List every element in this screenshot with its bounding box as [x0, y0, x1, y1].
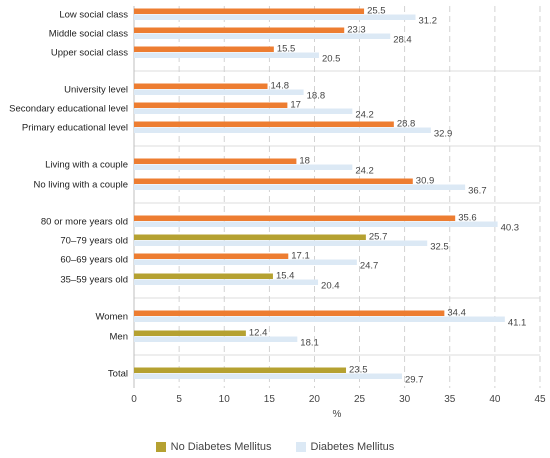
x-tick-label-35: 35 — [444, 394, 456, 405]
value-label-no-diabetes-5: 28.8 — [397, 119, 416, 130]
x-tick-label-45: 45 — [534, 394, 546, 405]
value-label-diabetes-1: 28.4 — [393, 35, 412, 46]
value-label-diabetes-8: 40.3 — [501, 223, 520, 234]
bar-diabetes-13 — [134, 336, 298, 342]
legend-label-diabetes: Diabetes Mellitus — [310, 441, 395, 453]
category-label-10: 60–69 years old — [60, 255, 128, 266]
value-label-no-diabetes-12: 34.4 — [447, 308, 466, 319]
value-label-diabetes-14: 29.7 — [405, 375, 424, 386]
value-label-no-diabetes-11: 15.4 — [276, 271, 295, 282]
value-label-diabetes-0: 31.2 — [418, 16, 437, 27]
value-label-no-diabetes-13: 12.4 — [249, 328, 268, 339]
x-tick-label-5: 5 — [176, 394, 182, 405]
category-label-11: 35–59 years old — [60, 275, 128, 286]
bar-no-diabetes-9 — [134, 234, 366, 240]
bar-no-diabetes-4 — [134, 102, 288, 108]
bar-no-diabetes-0 — [134, 8, 365, 14]
x-axis-title: % — [333, 409, 342, 420]
value-label-diabetes-3: 18.8 — [307, 91, 326, 102]
value-label-diabetes-4: 24.2 — [355, 110, 374, 121]
category-label-12: Women — [95, 312, 128, 323]
bar-diabetes-4 — [134, 108, 353, 114]
x-tick-label-15: 15 — [264, 394, 276, 405]
value-label-no-diabetes-9: 25.7 — [369, 232, 388, 243]
bar-diabetes-7 — [134, 184, 466, 190]
bar-diabetes-9 — [134, 240, 428, 246]
bar-diabetes-8 — [134, 221, 498, 227]
bar-diabetes-12 — [134, 316, 505, 322]
bar-no-diabetes-11 — [134, 273, 273, 279]
x-tick-label-30: 30 — [399, 394, 411, 405]
value-label-no-diabetes-2: 15.5 — [277, 44, 296, 55]
bar-no-diabetes-13 — [134, 330, 246, 336]
value-label-diabetes-5: 32.9 — [434, 129, 453, 140]
bar-chart: Low social class 25.5 31.2 Middle social cl… — [9, 6, 546, 421]
value-label-no-diabetes-6: 18 — [299, 156, 310, 167]
bar-diabetes-3 — [134, 89, 304, 95]
value-label-diabetes-9: 32.5 — [430, 242, 449, 253]
x-tick-label-40: 40 — [489, 394, 501, 405]
category-label-9: 70–79 years old — [60, 236, 128, 247]
category-label-3: University level — [64, 85, 128, 96]
value-label-diabetes-13: 18.1 — [300, 338, 319, 349]
value-label-no-diabetes-4: 17 — [290, 100, 301, 111]
legend: No Diabetes Mellitus Diabetes Mellitus — [0, 438, 550, 456]
legend-swatch-diabetes — [295, 442, 306, 452]
bar-no-diabetes-1 — [134, 27, 345, 33]
bar-no-diabetes-14 — [134, 367, 347, 373]
value-label-no-diabetes-10: 17.1 — [291, 251, 310, 262]
category-label-5: Primary educational level — [22, 123, 128, 134]
category-label-13: Men — [110, 332, 128, 343]
bar-diabetes-6 — [134, 164, 353, 170]
category-label-0: Low social class — [59, 10, 128, 21]
x-tick-label-25: 25 — [354, 394, 366, 405]
legend-item-diabetes: Diabetes Mellitus — [295, 441, 395, 453]
bar-no-diabetes-5 — [134, 121, 394, 127]
value-label-diabetes-10: 24.7 — [360, 261, 379, 272]
bar-no-diabetes-3 — [134, 83, 268, 89]
bar-diabetes-10 — [134, 259, 357, 265]
legend-swatch-no-diabetes — [155, 442, 166, 452]
bar-diabetes-5 — [134, 127, 431, 133]
value-label-diabetes-12: 41.1 — [508, 318, 527, 329]
value-label-no-diabetes-3: 14.8 — [271, 81, 290, 92]
category-label-4: Secondary educational level — [9, 104, 128, 115]
bar-no-diabetes-12 — [134, 310, 445, 316]
category-label-8: 80 or more years old — [41, 217, 128, 228]
value-label-no-diabetes-7: 30.9 — [416, 176, 435, 187]
bar-diabetes-0 — [134, 14, 416, 20]
x-tick-label-20: 20 — [309, 394, 321, 405]
category-label-7: No living with a couple — [33, 180, 128, 191]
category-label-6: Living with a couple — [45, 160, 128, 171]
category-label-2: Upper social class — [51, 48, 128, 59]
bar-no-diabetes-8 — [134, 215, 456, 221]
bar-no-diabetes-7 — [134, 178, 413, 184]
value-label-diabetes-11: 20.4 — [321, 281, 340, 292]
category-label-14: Total — [108, 369, 128, 380]
bar-no-diabetes-2 — [134, 46, 274, 52]
category-label-1: Middle social class — [49, 29, 128, 40]
legend-label-no-diabetes: No Diabetes Mellitus — [170, 441, 272, 453]
value-label-diabetes-2: 20.5 — [322, 54, 341, 65]
bar-diabetes-1 — [134, 33, 391, 39]
legend-item-no-diabetes: No Diabetes Mellitus — [155, 441, 272, 453]
value-label-no-diabetes-14: 23.5 — [349, 365, 368, 376]
bar-diabetes-11 — [134, 279, 319, 285]
value-label-no-diabetes-1: 23.3 — [347, 25, 366, 36]
value-label-diabetes-6: 24.2 — [355, 166, 374, 177]
value-label-no-diabetes-0: 25.5 — [367, 6, 386, 17]
bar-no-diabetes-10 — [134, 253, 289, 259]
bar-no-diabetes-6 — [134, 158, 297, 164]
bar-diabetes-14 — [134, 373, 402, 379]
x-tick-label-0: 0 — [131, 394, 137, 405]
value-label-diabetes-7: 36.7 — [468, 186, 487, 197]
x-tick-label-10: 10 — [219, 394, 231, 405]
bar-diabetes-2 — [134, 52, 319, 58]
value-label-no-diabetes-8: 35.6 — [458, 213, 477, 224]
